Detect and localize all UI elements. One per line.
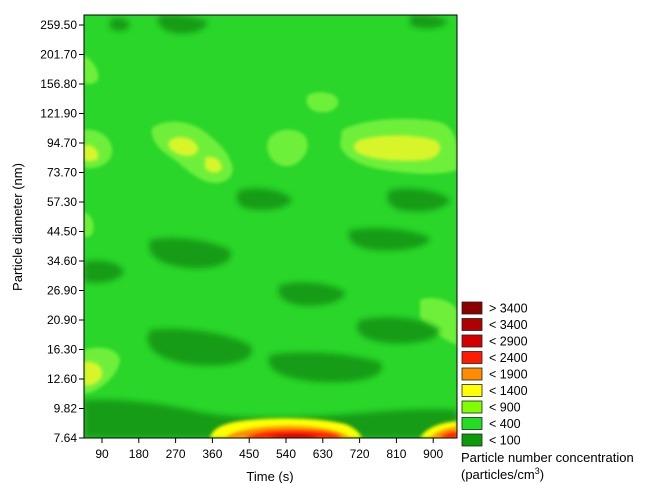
legend-title-sup: 3 — [535, 466, 540, 476]
y-tick-label: 156.80 — [40, 77, 77, 91]
legend-label: < 400 — [489, 417, 521, 431]
legend-swatch — [461, 318, 483, 331]
legend-swatch — [461, 400, 483, 414]
x-axis-title: Time (s) — [246, 469, 293, 483]
legend-label: < 100 — [489, 434, 521, 448]
legend-label: > 3400 — [489, 302, 528, 316]
y-tick-label: 73.70 — [47, 166, 77, 180]
y-tick-label: 16.30 — [47, 343, 77, 357]
y-tick-label: 20.90 — [47, 313, 77, 327]
x-tick-label: 270 — [166, 447, 186, 461]
legend-title-prefix: (particles/cm — [461, 467, 535, 482]
y-axis-title: Particle diameter (nm) — [10, 163, 25, 291]
x-tick-label: 180 — [129, 447, 149, 461]
x-tick-label: 450 — [239, 447, 259, 461]
contour-region-bottom-red — [245, 430, 342, 438]
y-tick-label: 201.70 — [40, 48, 77, 62]
x-tick-label: 90 — [95, 447, 109, 461]
legend-label: < 900 — [489, 401, 521, 415]
y-tick-label: 259.50 — [40, 18, 77, 32]
x-tick-label: 540 — [276, 447, 296, 461]
legend-label: < 3400 — [489, 318, 528, 332]
legend-swatch — [461, 334, 483, 348]
legend-swatch — [461, 417, 483, 430]
x-tick-label: 720 — [350, 447, 370, 461]
y-axis: 259.50 201.70 156.80 121.90 94.70 73.70 57.30 4… — [40, 18, 84, 445]
y-tick-label: 9.82 — [54, 402, 78, 416]
y-tick-label: 57.30 — [47, 195, 77, 209]
plot-frame — [83, 14, 458, 439]
y-tick-label: 34.60 — [47, 254, 77, 268]
legend-swatch — [461, 351, 483, 364]
y-tick-label: 26.90 — [47, 284, 77, 298]
x-tick-label: 810 — [386, 447, 406, 461]
plot-area — [84, 15, 457, 438]
legend-swatch — [461, 384, 483, 397]
legend-title-line1: Particle number concentration — [461, 450, 634, 465]
y-tick-label: 7.64 — [54, 431, 78, 445]
contour-region-below-1400 — [84, 135, 441, 386]
legend-title-suffix: ) — [540, 467, 544, 482]
legend-swatch — [461, 367, 483, 381]
legend-swatch — [461, 433, 483, 447]
contour-region-bottom-red-right — [440, 432, 457, 438]
y-tick-label: 121.90 — [40, 107, 77, 121]
legend-label: < 1400 — [489, 384, 528, 398]
legend-swatch — [461, 301, 483, 315]
legend-label: < 2400 — [489, 351, 528, 365]
x-tick-label: 360 — [202, 447, 222, 461]
x-tick-label: 630 — [313, 447, 333, 461]
legend: > 3400 < 3400 < 2900 < 2400 < 1900 < 1400 < 90… — [461, 301, 528, 448]
y-tick-label: 44.50 — [47, 225, 77, 239]
legend-label: < 2900 — [489, 335, 528, 349]
legend-label: < 1900 — [489, 368, 528, 382]
y-tick-label: 94.70 — [47, 136, 77, 150]
contour-region-bottom-darkred — [268, 434, 320, 438]
contour-background — [84, 15, 457, 438]
y-tick-label: 12.60 — [47, 372, 77, 386]
x-axis: 90 180 270 360 450 540 630 720 810 900 — [95, 438, 444, 461]
legend-title-line2: (particles/cm3) — [461, 466, 544, 482]
x-tick-label: 900 — [423, 447, 443, 461]
